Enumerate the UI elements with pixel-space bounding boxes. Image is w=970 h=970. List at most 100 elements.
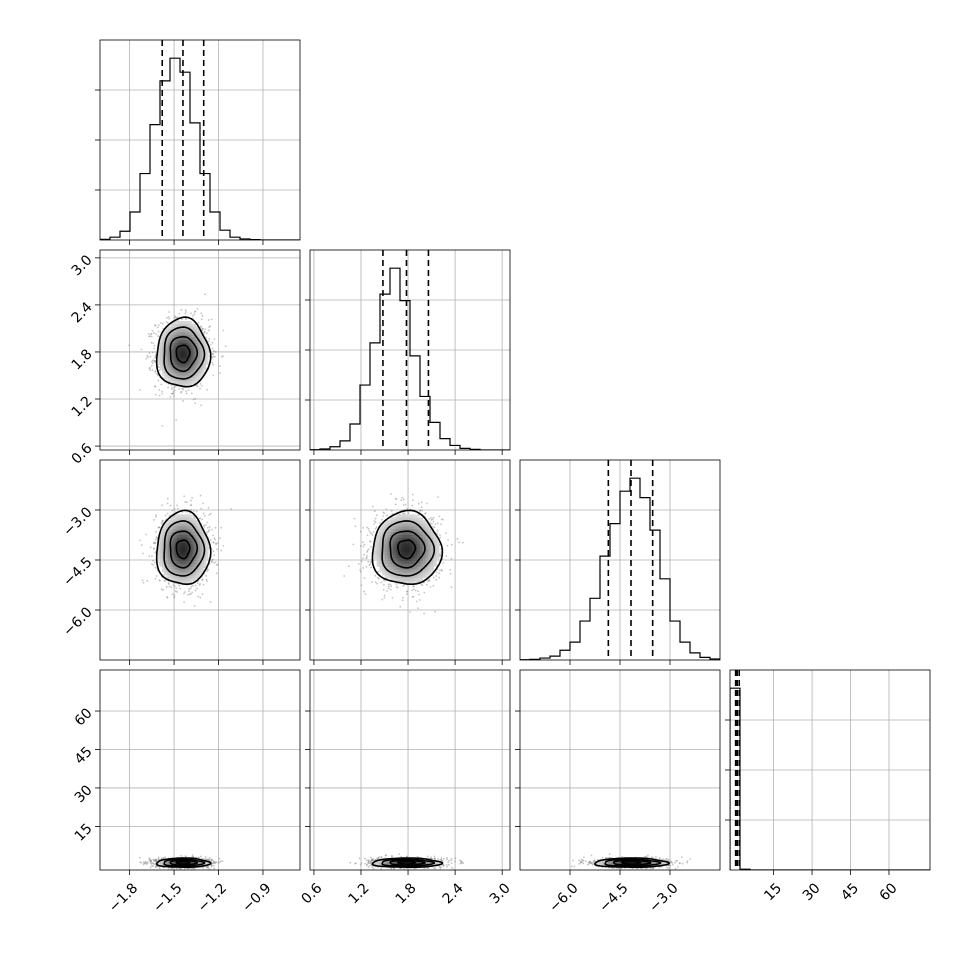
sample-point [651,856,653,858]
density-cell [187,574,190,579]
sample-point [168,311,171,313]
density-cell [157,557,161,561]
density-cell [203,546,207,550]
sample-point [426,855,429,858]
density-cell [387,554,391,559]
x-tick-label: −1.8 [106,880,141,915]
density-cell [379,534,383,538]
sample-point [184,591,186,593]
density-cell [191,517,194,521]
sample-point [404,503,407,506]
density-cell [170,345,173,349]
sample-point [167,583,170,585]
density-cell [417,520,421,524]
density-cell [182,380,186,384]
density-cell [159,531,163,535]
panel-content [570,853,691,870]
x-tick-label: 0.6 [298,880,325,907]
density-cell [197,353,201,357]
density-cell [168,554,171,559]
density-cell [387,520,391,524]
y-tick-label: 0.6 [69,440,96,467]
sample-point [664,858,667,861]
sample-point [665,857,668,860]
density-cell [387,572,391,576]
density-cell [162,350,165,354]
density-cell [187,549,190,553]
sample-point [380,581,383,584]
density-cell [185,361,188,365]
density-cell [420,577,424,582]
sample-point [593,859,596,861]
density-cell [185,574,188,579]
density-cell [185,320,188,325]
sample-point [413,585,415,588]
density-cell [422,531,426,535]
density-cell [170,334,173,338]
sample-point [674,861,676,864]
density-cell [159,342,163,346]
density-cell [162,531,165,535]
sample-point [212,550,215,552]
density-cell [191,323,194,327]
density-cell [384,525,388,530]
density-cell [411,577,416,582]
sample-point [370,545,372,548]
density-cell [166,345,169,349]
sample-point [363,577,366,580]
x-tick-label: 1.8 [393,880,420,907]
density-cell [195,563,199,567]
sample-point [366,554,368,557]
density-cell [191,569,194,573]
density-cell [191,551,194,556]
density-cell [178,334,182,338]
density-cell [176,369,180,373]
density-cell [159,356,163,360]
density-cell [206,361,209,365]
sample-point [161,519,164,522]
density-cell [414,551,418,556]
sample-point [143,862,145,865]
density-cell [162,369,165,373]
density-cell [168,350,171,354]
density-cell [414,554,418,559]
sample-point [374,510,376,513]
sample-point [405,855,408,858]
density-cell [392,517,397,521]
density-cell [414,574,418,579]
sample-point [166,502,169,505]
density-cell [176,323,180,327]
density-cell [201,560,205,564]
density-cell [189,540,192,544]
density-cell [168,563,171,567]
sample-point [173,596,176,599]
density-cell [425,537,429,541]
sample-point [201,579,203,581]
sample-point [197,595,200,598]
density-cell [174,517,178,521]
sample-point [213,861,215,864]
density-cell [433,537,437,541]
density-cell [168,367,171,371]
sample-point [142,581,145,584]
density-cell [174,523,178,527]
density-cell [384,574,388,579]
density-contour [371,509,444,585]
density-cell [203,350,207,354]
sample-point [423,867,426,870]
y-tick-label: 2.4 [69,299,96,326]
sample-point [440,866,442,868]
sample-point [362,567,365,569]
density-cell [170,566,173,570]
density-cell [193,326,196,330]
density-cell [422,540,426,544]
density-cell [403,537,407,541]
sample-point [369,862,371,865]
density-cell [392,557,397,561]
sample-point [192,584,194,587]
sample-point [439,536,442,539]
sample-point [402,512,404,515]
sample-point [201,593,204,596]
density-cell [428,554,432,559]
sample-point [180,390,183,393]
